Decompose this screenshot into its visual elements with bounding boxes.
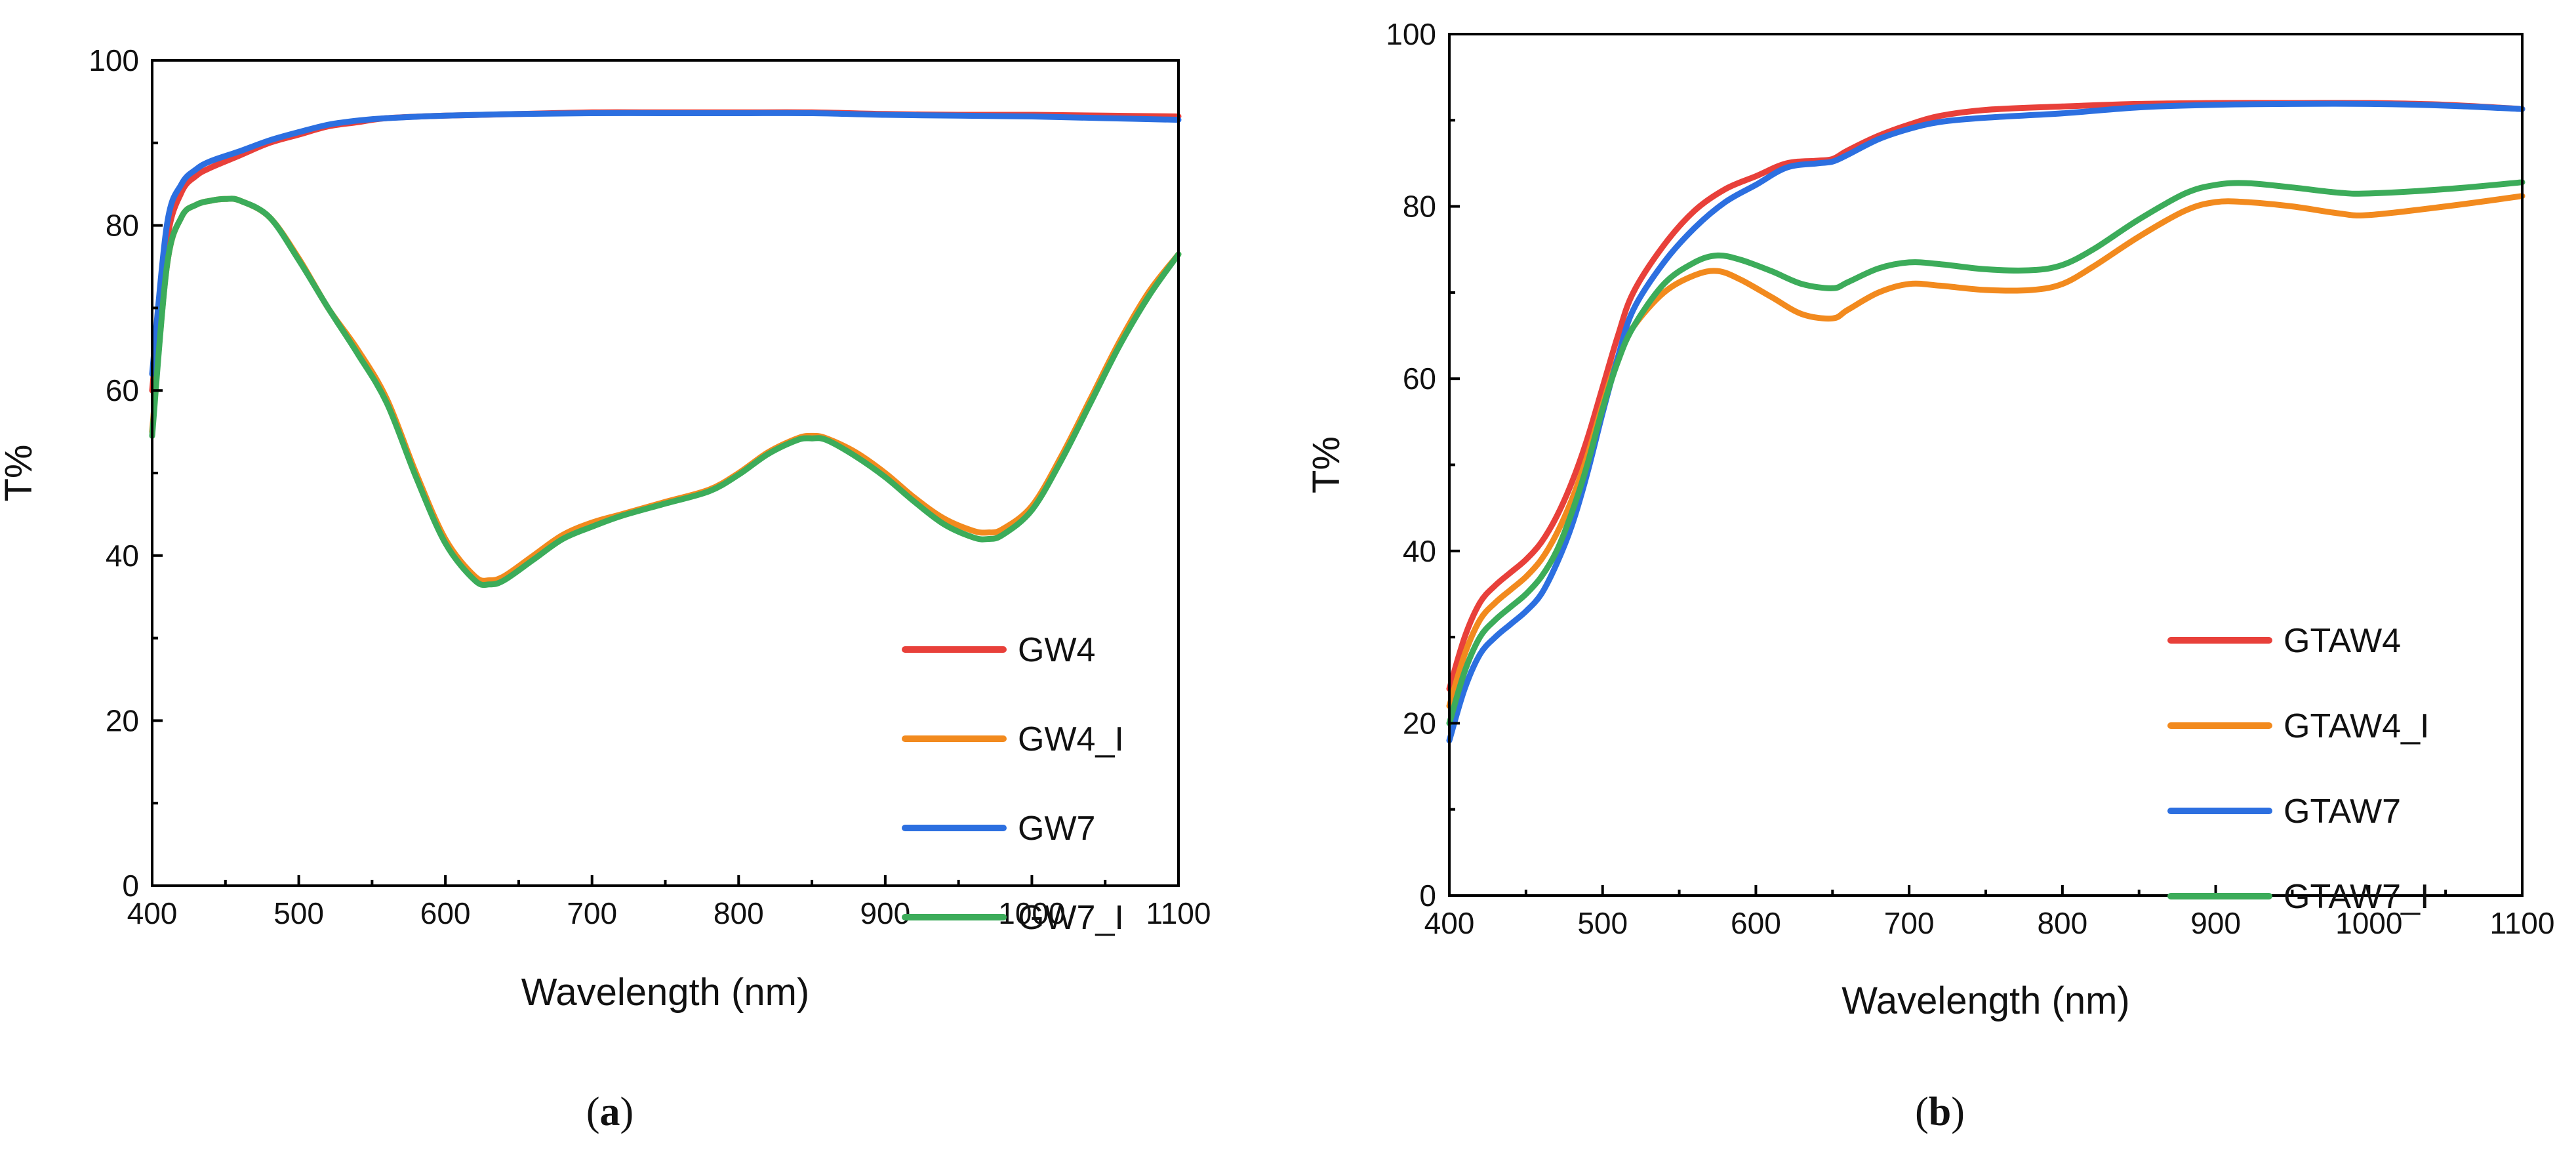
y-tick-label: 40: [1403, 534, 1436, 568]
legend-label: GTAW7_I: [2284, 878, 2429, 916]
x-tick-label: 400: [1424, 906, 1475, 940]
x-axis-title: Wavelength (nm): [521, 971, 809, 1014]
panel-caption: (b): [1915, 1090, 1965, 1134]
x-tick-label: 500: [1577, 906, 1628, 940]
y-axis-title: T%: [1305, 436, 1348, 493]
x-tick-label: 800: [2037, 906, 2087, 940]
plot-frame: [1448, 33, 2524, 897]
x-tick-label: 800: [714, 896, 764, 930]
x-axis-title: Wavelength (nm): [1841, 980, 2129, 1022]
y-axis-title: T%: [0, 445, 40, 502]
legend-label: GTAW7: [2284, 793, 2401, 831]
x-tick-label: 1000: [998, 896, 1065, 930]
x-tick-label: 1100: [2490, 906, 2555, 940]
chart-panel-b: 400 500 600 700 800 900 1000 1100 0 20 40 60 80 100 Wa…: [1305, 17, 2554, 1134]
y-tick-label: 20: [106, 703, 139, 737]
y-tick-label: 60: [1403, 361, 1436, 396]
series-group: [1446, 100, 2526, 744]
x-tick-label: 600: [1731, 906, 1781, 940]
series-line-gw4-i: [149, 196, 1182, 584]
legend: GTAW4 GTAW4_I GTAW7 GTAW7_I: [2167, 622, 2429, 916]
y-tick-label: 80: [106, 209, 139, 243]
panel-caption: (a): [586, 1090, 634, 1134]
y-tick-label: 60: [106, 373, 139, 407]
series-group: [149, 109, 1182, 588]
y-tick-label: 40: [106, 539, 139, 573]
y-tick-label: 0: [122, 869, 139, 903]
legend: GW4 GW4_I GW7 GW7_I: [902, 631, 1124, 937]
legend-label: GW7: [1018, 810, 1095, 848]
y-tick-label: 0: [1419, 878, 1436, 913]
series-line-gw7-i: [149, 196, 1182, 588]
y-tick-label: 20: [1403, 706, 1436, 740]
legend-label: GW4: [1018, 631, 1095, 669]
x-tick-label: 600: [420, 896, 471, 930]
plot-frame: [151, 59, 1180, 887]
x-tick-label: 700: [567, 896, 617, 930]
y-tick-label: 80: [1403, 190, 1436, 224]
panel-caption-letter: a: [600, 1090, 620, 1134]
x-tick-label: 500: [273, 896, 324, 930]
legend-label: GW4_I: [1018, 720, 1124, 758]
x-tick-label: 700: [1884, 906, 1935, 940]
legend-label: GTAW4: [2284, 622, 2401, 660]
legend-label: GTAW4_I: [2284, 707, 2429, 745]
y-tick-label: 100: [89, 43, 139, 77]
y-tick-label: 100: [1386, 17, 1436, 51]
x-tick-label: 1100: [1146, 896, 1211, 930]
series-line-gw7: [149, 110, 1182, 377]
x-tick-label: 400: [127, 896, 178, 930]
series-line-gw4: [149, 109, 1182, 394]
chart-panel-a: 400 500 600 700 800 900 1000 1100 0 20 40 60 80 100 Wa…: [0, 43, 1211, 1134]
x-tick-label: 1000: [2335, 906, 2402, 940]
panel-caption-letter: b: [1929, 1090, 1951, 1134]
series-line-gtaw7: [1446, 100, 2526, 744]
x-tick-label: 900: [860, 896, 910, 930]
x-tick-label: 900: [2190, 906, 2241, 940]
series-line-gtaw7-i: [1446, 179, 2526, 726]
legend-label: GW7_I: [1018, 899, 1124, 937]
series-line-gtaw4-i: [1446, 193, 2526, 709]
